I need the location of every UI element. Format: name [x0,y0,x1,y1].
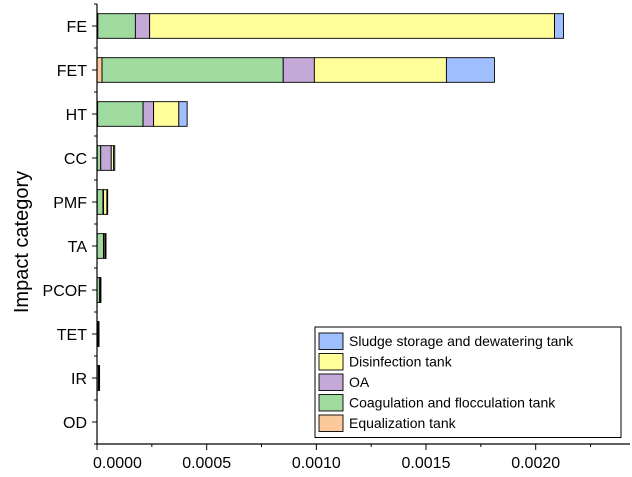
legend-swatch-equalization-tank [318,414,344,432]
bar-fet-disinfection-tank [313,57,447,83]
bar-fe-disinfection-tank [149,13,555,39]
x-tick-label: 0.0020 [511,455,560,472]
bar-tet-sludge-storage-and-dewatering-tank [97,321,100,347]
y-axis-title: Impact category [11,171,33,313]
x-tick-label: 0.0015 [402,455,451,472]
bar-pmf-coagulation-and-flocculation-tank [96,189,104,215]
legend-label-equalization-tank: Equalization tank [349,415,457,431]
legend-box [314,326,622,438]
y-tick-label: HT [66,107,88,124]
y-tick-label: PMF [53,195,87,212]
axes-layer: FE FET HT CC PMF TA PCOF TET IR OD 0.0000 0.0005 0.0… [43,3,630,472]
y-tick-label: FET [57,63,87,80]
bar-pmf-disinfection-tank [103,189,108,215]
bar-cc-sludge-storage-and-dewatering-tank [113,145,116,171]
bar-ht-oa [142,101,155,127]
bar-fet-coagulation-and-flocculation-tank [101,57,284,83]
bar-pmf-sludge-storage-and-dewatering-tank [106,189,109,215]
bar-cc-oa [100,145,112,171]
legend-swatch-oa [318,373,344,391]
y-tick-label: TET [57,327,87,344]
bar-cc-coagulation-and-flocculation-tank [96,145,102,171]
y-tick-label: OD [63,415,87,432]
y-tick-label: FE [67,19,87,36]
legend: Sludge storage and dewatering tank Disinf… [314,326,622,438]
bar-fet-oa [282,57,315,83]
legend-swatch-disinfection-tank [318,353,344,371]
y-tick-label: IR [71,371,87,388]
legend-label-coagulation-and-flocculation-tank: Coagulation and flocculation tank [349,395,556,411]
x-tick-label: 0.0005 [182,455,231,472]
bars-layer [96,13,564,391]
bar-fe-oa [134,13,151,39]
legend-label-disinfection-tank: Disinfection tank [349,354,453,370]
bar-ir-sludge-storage-and-dewatering-tank [98,365,101,391]
bar-ht-disinfection-tank [153,101,180,127]
legend-label-oa: OA [349,374,370,390]
x-tick-label: 0.0000 [93,455,142,472]
bar-fet-sludge-storage-and-dewatering-tank [445,57,495,83]
bar-ta-coagulation-and-flocculation-tank [96,233,104,259]
bar-ht-sludge-storage-and-dewatering-tank [178,101,188,127]
x-tick-label: 0.0010 [292,455,341,472]
bar-ta-sludge-storage-and-dewatering-tank [104,233,107,259]
y-tick-label: CC [64,151,87,168]
bar-ht-coagulation-and-flocculation-tank [97,101,144,127]
legend-swatch-coagulation-and-flocculation-tank [318,394,344,412]
y-tick-label: PCOF [43,283,88,300]
y-tick-label: TA [68,239,88,256]
legend-swatch-sludge-storage-and-dewatering-tank [318,332,344,350]
bar-fet-equalization-tank [96,57,103,83]
legend-label-sludge-storage-and-dewatering-tank: Sludge storage and dewatering tank [349,333,574,349]
bar-pcof-sludge-storage-and-dewatering-tank [99,277,102,303]
bar-fe-sludge-storage-and-dewatering-tank [554,13,564,39]
bar-fe-coagulation-and-flocculation-tank [97,13,136,39]
